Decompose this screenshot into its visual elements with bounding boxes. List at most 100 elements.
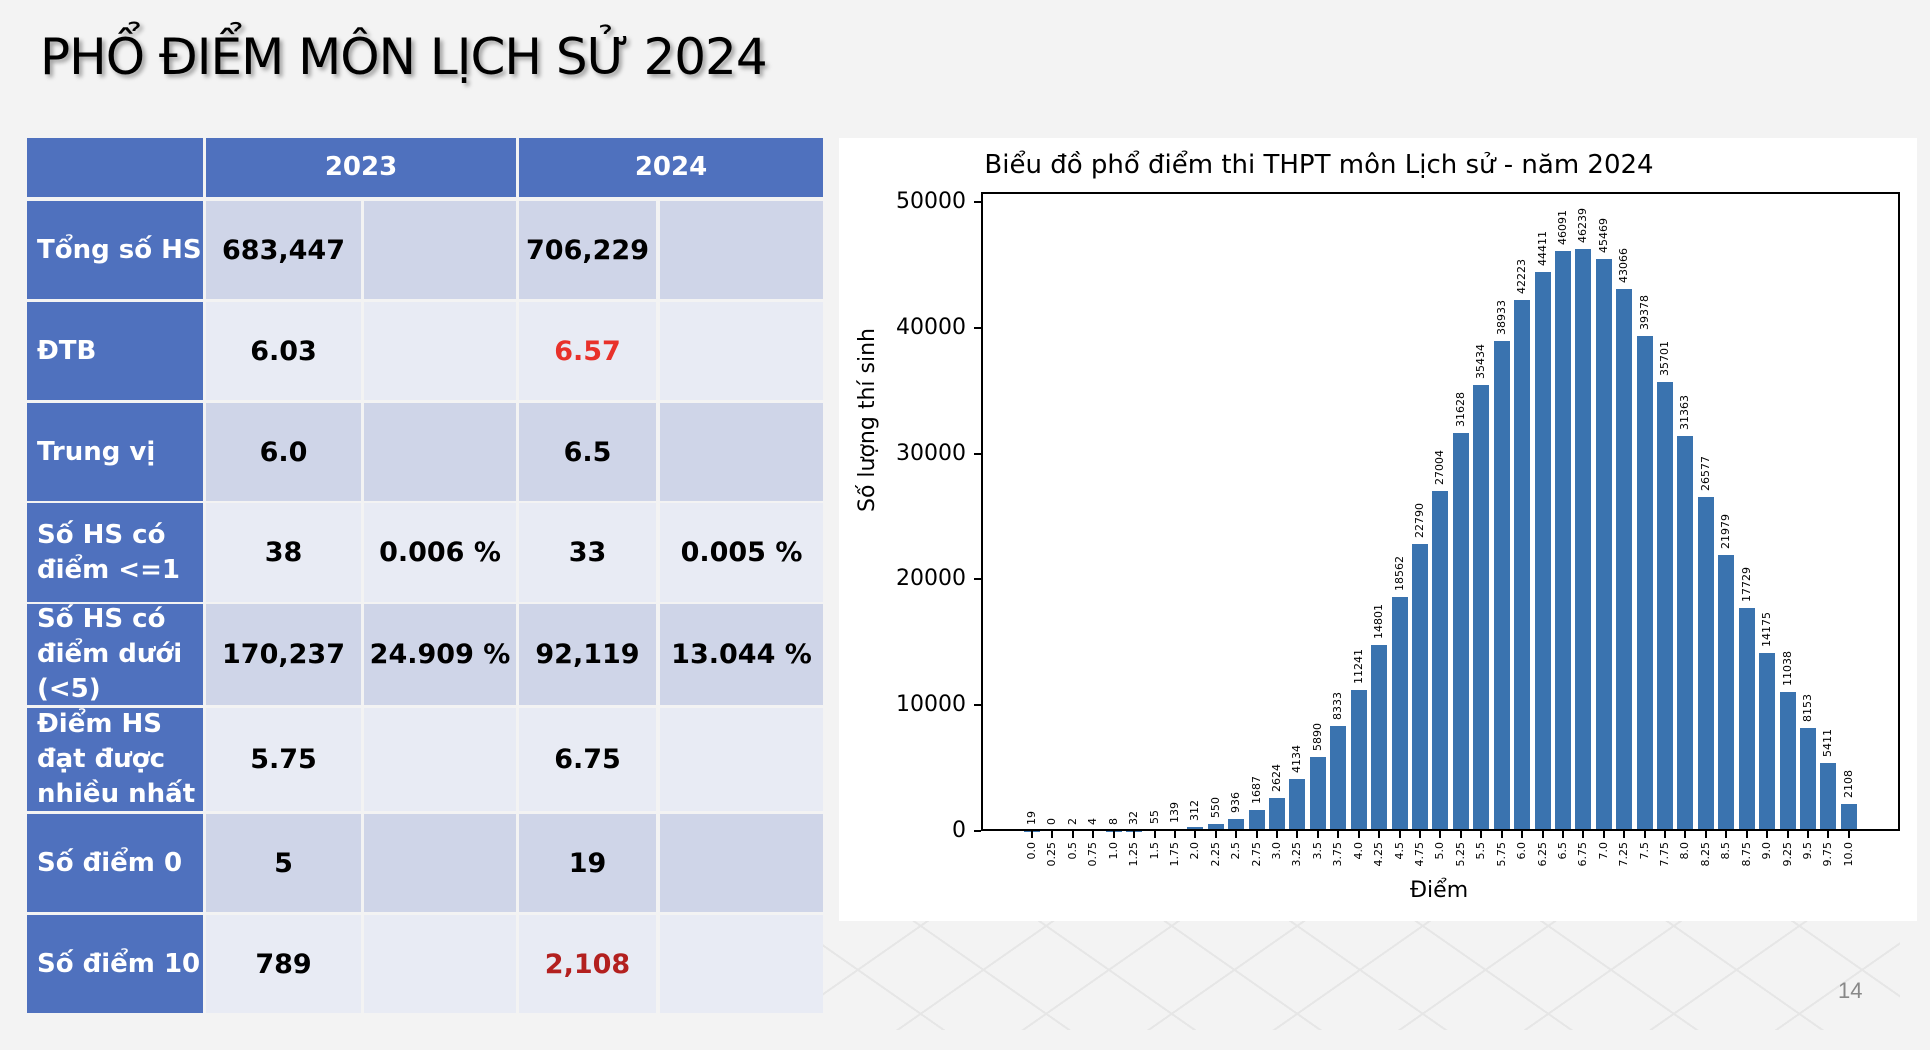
bar: [1657, 381, 1674, 831]
x-tick-mark: [1112, 831, 1115, 838]
x-tick-label: 2.0: [1188, 842, 1202, 860]
cell-v2023: 38: [206, 503, 361, 602]
cell-v2024: 19: [519, 814, 656, 912]
bar: [1371, 644, 1388, 831]
bar: [1350, 689, 1367, 831]
page-title: PHỔ ĐIỂM MÔN LỊCH SỬ 2024: [40, 28, 768, 86]
row-label: Số điểm 0: [27, 814, 203, 912]
y-tick-label: 20000: [896, 566, 966, 592]
y-axis-label: Số lượng thí sinh: [855, 328, 880, 512]
x-tick-mark: [1704, 831, 1707, 838]
bar: [1779, 692, 1796, 831]
y-tick-mark: [974, 452, 981, 455]
row-label: Số HS có điểm dưới (<5): [27, 604, 203, 705]
x-tick-label: 8.0: [1678, 842, 1692, 860]
cell-v2023: 6.0: [206, 403, 361, 501]
x-tick-mark: [1133, 831, 1136, 838]
x-tick-label: 1.25: [1127, 842, 1141, 867]
x-tick-mark: [1173, 831, 1176, 838]
x-tick-mark: [1602, 831, 1605, 838]
y-tick-label: 30000: [896, 440, 966, 466]
bar: [1534, 272, 1551, 831]
x-tick-mark: [1745, 831, 1748, 838]
x-tick-label: 5.5: [1474, 842, 1488, 860]
y-tick-label: 40000: [896, 314, 966, 340]
x-tick-mark: [1071, 831, 1074, 838]
x-tick-label: 6.25: [1535, 842, 1549, 867]
bar: [1248, 809, 1265, 831]
x-tick-label: 7.25: [1617, 842, 1631, 867]
plot-area: [981, 192, 1900, 831]
x-tick-label: 8.25: [1698, 842, 1712, 867]
x-tick-mark: [1378, 831, 1381, 838]
x-tick-label: 1.5: [1147, 842, 1161, 860]
cell-v2023: 789: [206, 915, 361, 1013]
table-header-2023: 2023: [206, 138, 516, 197]
bar: [1473, 385, 1490, 831]
x-axis-label: Điểm: [1410, 878, 1469, 903]
cell-p2023: 24.909 %: [364, 604, 516, 705]
bar: [1514, 299, 1531, 831]
bar: [1207, 824, 1224, 831]
cell-v2024: 6.5: [519, 403, 656, 501]
bar: [1575, 249, 1592, 831]
y-tick-mark: [974, 830, 981, 832]
bar: [1289, 778, 1306, 831]
x-tick-label: 4.5: [1392, 842, 1406, 860]
x-tick-label: 7.5: [1637, 842, 1651, 860]
x-tick-label: 6.5: [1555, 842, 1569, 860]
x-tick-label: 5.0: [1433, 842, 1447, 860]
x-tick-label: 2.75: [1249, 842, 1263, 867]
x-tick-mark: [1296, 831, 1299, 838]
x-tick-mark: [1031, 831, 1033, 838]
x-tick-label: 9.0: [1760, 842, 1774, 860]
x-tick-mark: [1500, 831, 1503, 838]
bar: [1452, 433, 1469, 831]
cell-p2023: [364, 708, 516, 811]
x-tick-mark: [1214, 831, 1217, 838]
x-tick-label: 7.0: [1596, 842, 1610, 860]
x-tick-mark: [1684, 831, 1687, 838]
cell-p2023: [364, 201, 516, 299]
bar: [1738, 607, 1755, 831]
x-tick-label: 4.0: [1351, 842, 1365, 860]
cell-v2023: 5: [206, 814, 361, 912]
x-tick-mark: [1806, 831, 1809, 838]
cell-p2024: [660, 403, 823, 501]
bar: [1391, 597, 1408, 831]
x-tick-label: 0.5: [1065, 842, 1079, 860]
x-tick-mark: [1541, 831, 1544, 838]
bar: [1697, 496, 1714, 831]
x-tick-label: 10.0: [1841, 842, 1855, 867]
x-tick-mark: [1623, 831, 1626, 838]
cell-p2024: [660, 201, 823, 299]
x-tick-label: 3.5: [1310, 842, 1324, 860]
cell-v2023: 170,237: [206, 604, 361, 705]
cell-p2024: 13.044 %: [660, 604, 823, 705]
bar: [1799, 728, 1816, 831]
x-tick-label: 9.75: [1821, 842, 1835, 867]
bar: [1309, 756, 1326, 831]
bar: [1636, 335, 1653, 831]
x-tick-label: 2.25: [1208, 842, 1222, 867]
bar: [1759, 652, 1776, 831]
x-tick-label: 3.0: [1270, 842, 1284, 860]
y-tick-label: 0: [952, 818, 966, 843]
x-tick-mark: [1357, 831, 1360, 838]
bar: [1493, 341, 1510, 831]
x-tick-mark: [1439, 831, 1442, 838]
y-tick-mark: [974, 578, 981, 581]
cell-v2024: 33: [519, 503, 656, 602]
cell-v2023: 683,447: [206, 201, 361, 299]
x-tick-mark: [1827, 831, 1830, 838]
cell-p2024: [660, 302, 823, 400]
row-label: Trung vị: [27, 403, 203, 501]
y-tick-label: 10000: [896, 692, 966, 718]
x-tick-mark: [1725, 831, 1728, 838]
x-tick-mark: [1092, 831, 1095, 838]
x-tick-mark: [1194, 831, 1197, 838]
x-tick-mark: [1316, 831, 1319, 838]
bar: [1554, 251, 1571, 831]
x-tick-mark: [1561, 831, 1564, 838]
x-tick-label: 5.25: [1453, 842, 1467, 867]
